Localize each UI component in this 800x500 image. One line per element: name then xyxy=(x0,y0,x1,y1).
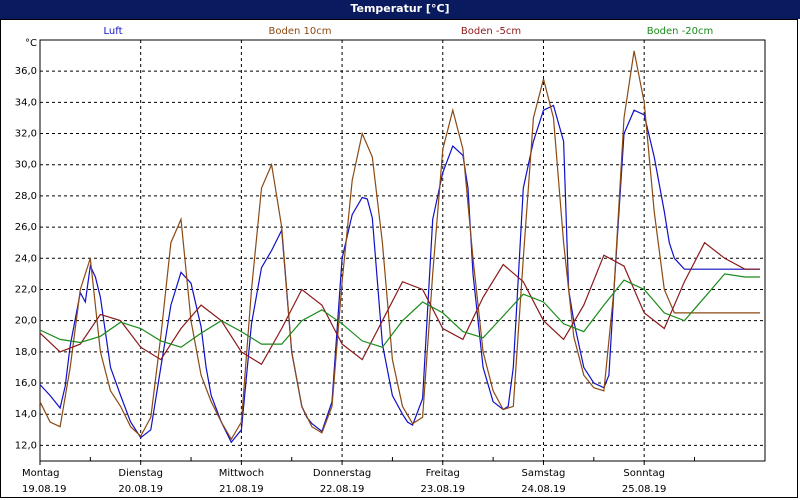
legend-boden-20cm: Boden -20cm xyxy=(647,26,714,37)
y-tick-label: 22,0 xyxy=(15,284,37,295)
x-day-label: Mittwoch xyxy=(219,468,264,479)
y-tick-label: 32,0 xyxy=(15,129,37,140)
x-date-label: 22.08.19 xyxy=(320,484,365,495)
y-tick-label: 18,0 xyxy=(15,347,37,358)
x-day-label: Montag xyxy=(22,468,59,479)
series-line-boden-10cm xyxy=(39,50,760,441)
x-date-label: 24.08.19 xyxy=(521,484,566,495)
y-axis-unit: °C xyxy=(25,38,37,49)
y-tick-label: 20,0 xyxy=(15,316,37,327)
plot-area xyxy=(39,39,766,462)
y-tick-label: 30,0 xyxy=(15,160,37,171)
y-tick-label: 28,0 xyxy=(15,191,37,202)
y-tick-label: 16,0 xyxy=(15,378,37,389)
series-line-boden-5cm xyxy=(39,241,760,366)
x-day-label: Donnerstag xyxy=(313,468,371,479)
series-line-boden-20cm xyxy=(39,273,760,348)
x-day-label: Freitag xyxy=(426,468,460,479)
chart-frame xyxy=(0,19,798,498)
x-day-label: Dienstag xyxy=(118,468,163,479)
x-day-label: Samstag xyxy=(522,468,566,479)
legend-boden-5cm: Boden -5cm xyxy=(461,26,521,37)
x-date-label: 19.08.19 xyxy=(22,484,67,495)
x-date-label: 23.08.19 xyxy=(421,484,466,495)
series-line-luft xyxy=(39,104,760,444)
x-date-label: 21.08.19 xyxy=(219,484,264,495)
legend-luft: Luft xyxy=(104,26,123,37)
x-date-label: 20.08.19 xyxy=(118,484,163,495)
x-day-label: Sonntag xyxy=(623,468,665,479)
y-tick-label: 14,0 xyxy=(15,409,37,420)
y-tick-label: 26,0 xyxy=(15,222,37,233)
y-tick-label: 12,0 xyxy=(15,440,37,451)
window-title: Temperatur [°C] xyxy=(0,0,800,19)
y-tick-label: 24,0 xyxy=(15,253,37,264)
legend-boden-10cm: Boden 10cm xyxy=(269,26,332,37)
y-tick-label: 34,0 xyxy=(15,97,37,108)
x-date-label: 25.08.19 xyxy=(622,484,667,495)
y-tick-label: 36,0 xyxy=(15,66,37,77)
